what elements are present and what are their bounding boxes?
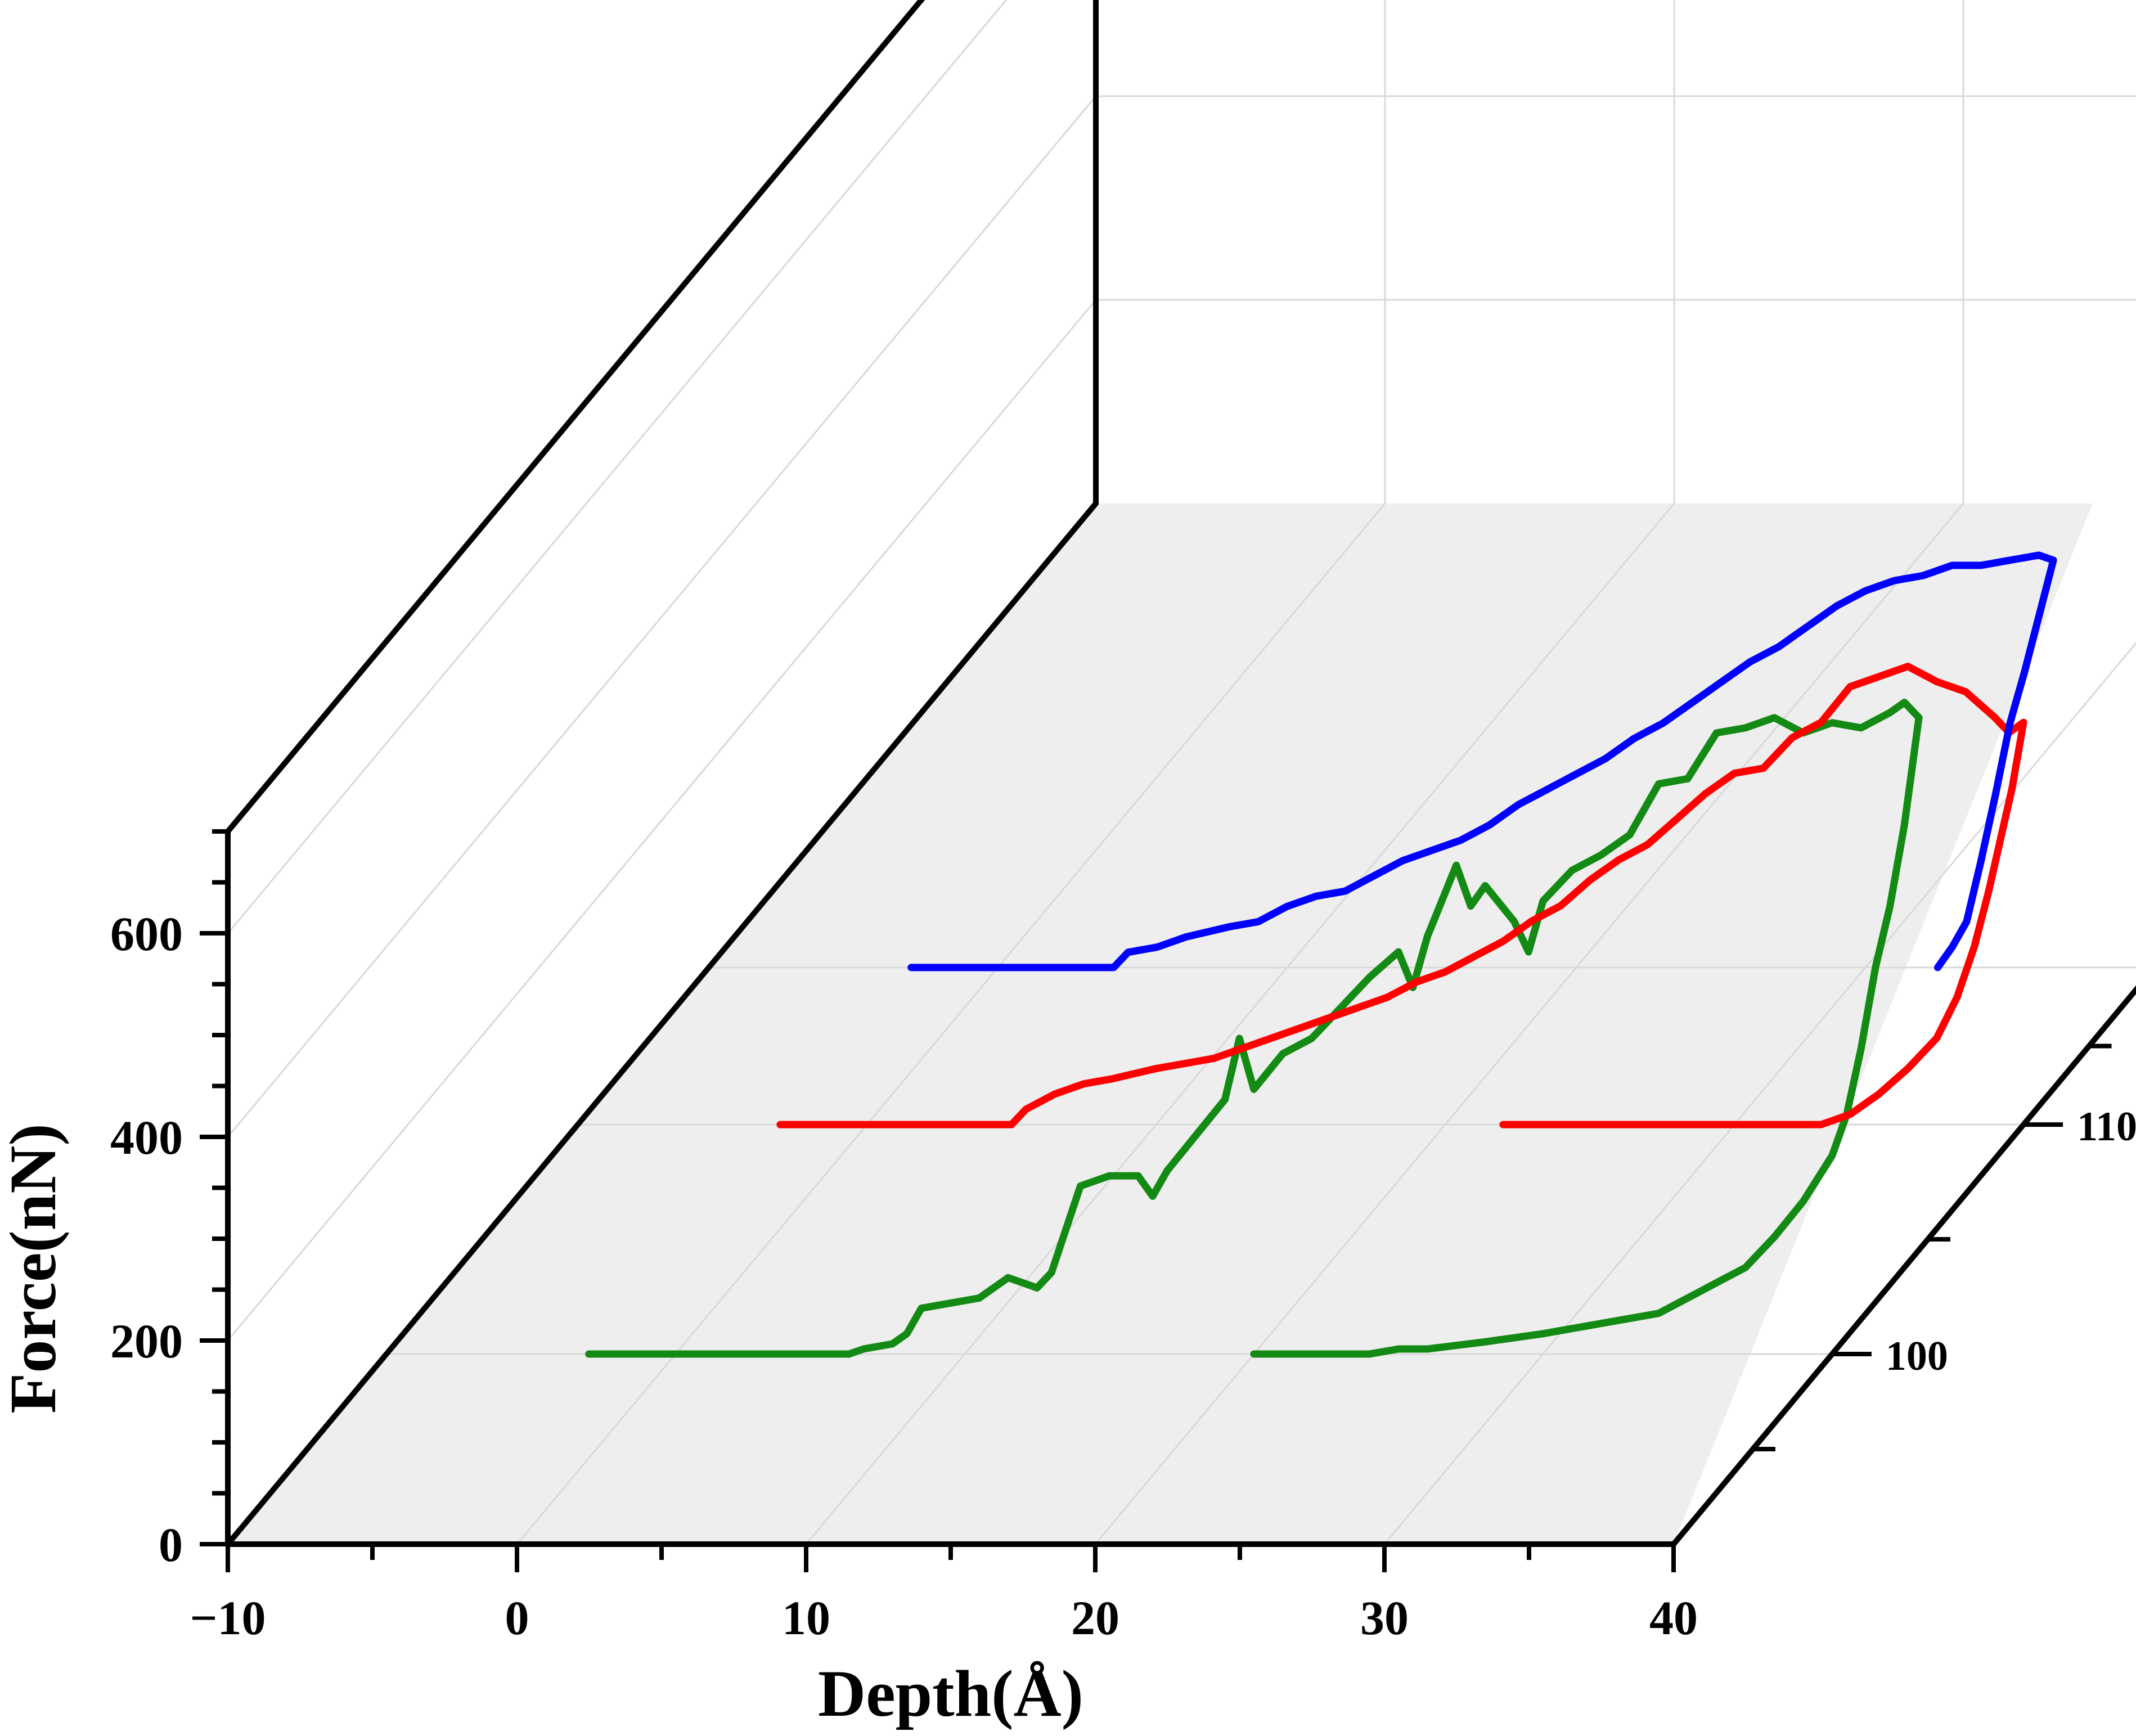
side-wall-gridline bbox=[227, 0, 1008, 934]
y-tick-label: 400 bbox=[110, 1110, 183, 1164]
y-tick-label: 200 bbox=[110, 1314, 183, 1368]
axis-ticks bbox=[200, 829, 2112, 1572]
floor-gridline bbox=[805, 503, 1675, 1545]
y-tick-label: 0 bbox=[159, 1518, 183, 1572]
floor-left-edge bbox=[225, 501, 1099, 1547]
x-tick-label: 40 bbox=[1649, 1591, 1698, 1645]
x-tick-label: 20 bbox=[1071, 1591, 1119, 1645]
x-tick-label: 0 bbox=[505, 1591, 529, 1645]
y-tick-label: 600 bbox=[110, 907, 183, 961]
side-wall-gridline bbox=[227, 96, 1097, 1137]
floor-gridline bbox=[1383, 641, 2136, 1545]
floor-plane bbox=[228, 503, 2093, 1544]
z-tick-label: 100 bbox=[1886, 1333, 1948, 1379]
z-tick-label: 110 bbox=[2077, 1104, 2136, 1150]
series-line-111 bbox=[907, 551, 2057, 972]
series-layer bbox=[585, 551, 2057, 1358]
z-axis-line bbox=[1671, 985, 2136, 1547]
top-left-edge bbox=[225, 0, 925, 834]
x-tick-label: −10 bbox=[190, 1591, 266, 1645]
series-line-100 bbox=[585, 699, 1923, 1358]
x-axis-title: Depth(Å) bbox=[818, 1657, 1083, 1730]
series-line-110 bbox=[776, 663, 2027, 1128]
floor-gridline bbox=[516, 503, 1386, 1545]
side-wall-gridline bbox=[227, 299, 1097, 1341]
x-tick-label: 10 bbox=[782, 1591, 830, 1645]
x-tick-label: 30 bbox=[1360, 1591, 1409, 1645]
tick-labels: −100102030400200400600100110111 bbox=[110, 907, 2136, 1645]
floor-gridline bbox=[1094, 503, 1964, 1545]
y-axis-title: Force(nN) bbox=[0, 1123, 70, 1414]
